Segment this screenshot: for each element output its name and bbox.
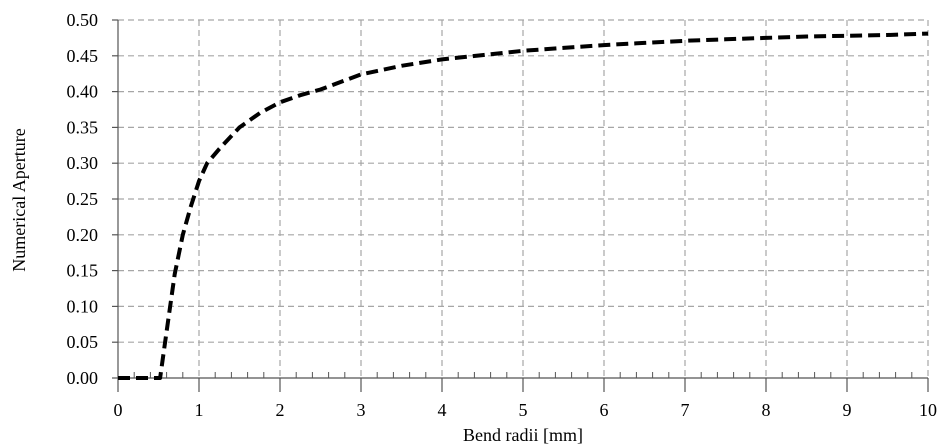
- y-tick-label: 0.05: [67, 332, 99, 352]
- y-tick-label: 0.40: [67, 82, 99, 102]
- x-tick-label: 10: [919, 400, 937, 420]
- tick-marks: [112, 19, 929, 392]
- y-axis-title: Numerical Aperture: [9, 128, 29, 271]
- series-line: [118, 31, 929, 380]
- gridlines: [118, 19, 929, 378]
- x-tick-label: 8: [762, 400, 771, 420]
- y-tick-label: 0.20: [67, 225, 99, 245]
- x-axis-title: Bend radii [mm]: [463, 425, 583, 445]
- y-tick-label: 0.00: [67, 368, 99, 388]
- series-layer: [118, 31, 929, 380]
- x-tick-label: 4: [438, 400, 447, 420]
- y-tick-label: 0.30: [67, 153, 99, 173]
- x-tick-label: 3: [357, 400, 366, 420]
- x-tick-label: 1: [195, 400, 204, 420]
- x-tick-label: 9: [843, 400, 852, 420]
- y-tick-label: 0.50: [67, 10, 99, 30]
- y-tick-label: 0.35: [67, 117, 99, 137]
- x-tick-label: 2: [276, 400, 285, 420]
- y-tick-label: 0.15: [67, 261, 99, 281]
- y-tick-labels: 0.00 0.05 0.10 0.15 0.20 0.25 0.30 0.35 0.40 0.45…: [67, 10, 99, 388]
- y-tick-label: 0.10: [67, 296, 99, 316]
- x-tick-label: 7: [681, 400, 690, 420]
- x-tick-labels: 0 1 2 3 4 5 6 7 8 9 10: [114, 400, 938, 420]
- y-tick-label: 0.45: [67, 46, 99, 66]
- x-tick-label: 5: [519, 400, 528, 420]
- x-tick-label: 6: [600, 400, 609, 420]
- y-tick-label: 0.25: [67, 189, 99, 209]
- x-tick-label: 0: [114, 400, 123, 420]
